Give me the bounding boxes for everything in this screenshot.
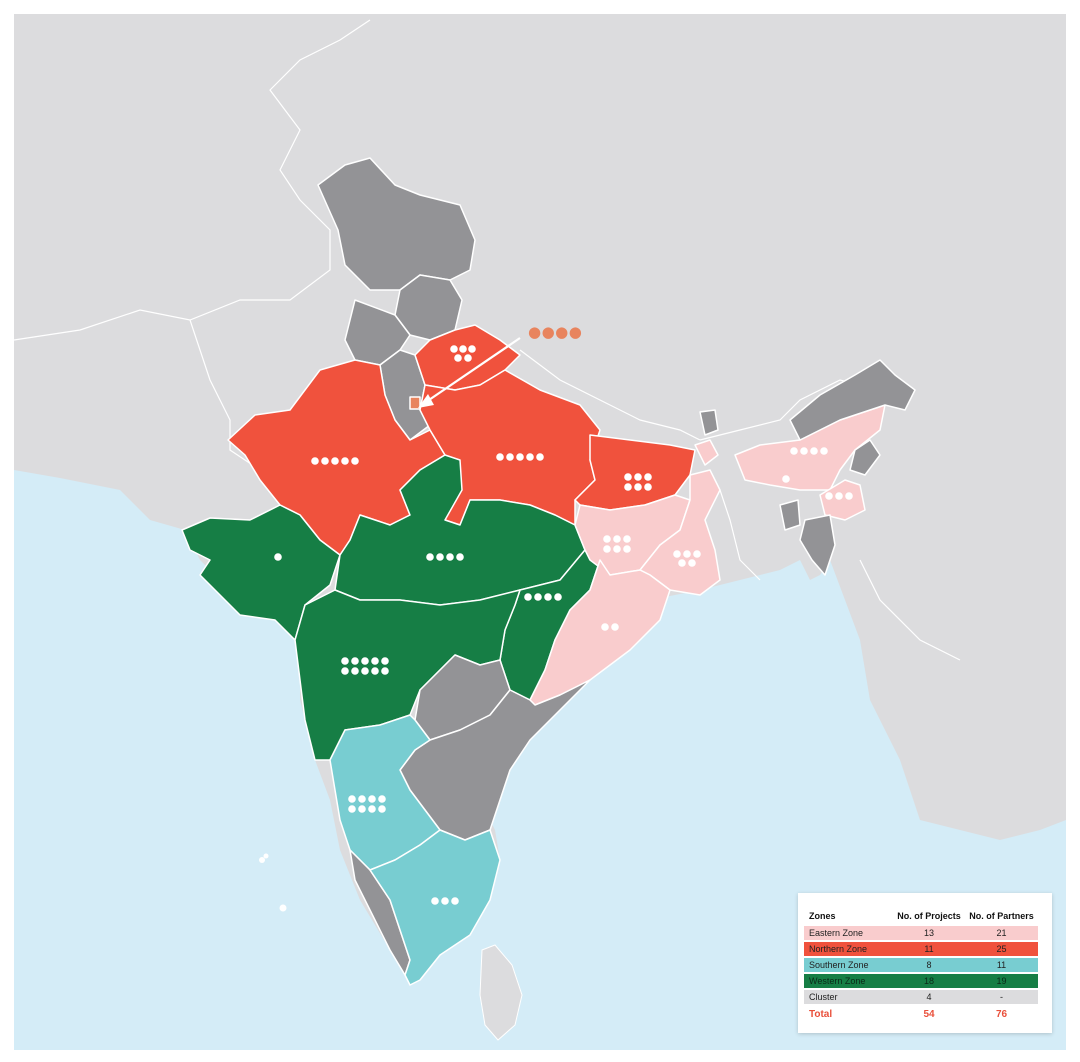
markers-west-bengal: [673, 550, 701, 567]
markers-madhya-pradesh: [426, 553, 464, 561]
legend-total-row: Total 54 76: [804, 1007, 1038, 1021]
markers-manipur: [825, 492, 853, 500]
legend-projects-value: 13: [923, 928, 934, 938]
markers-uttarakhand: [450, 345, 476, 362]
lakshadweep-island: [259, 857, 265, 863]
legend-zone-name: Northern Zone: [809, 944, 868, 954]
legend-partners-value: 21: [996, 928, 1007, 938]
legend-total-label: Total: [809, 1008, 833, 1020]
legend-partners-value: 11: [996, 960, 1007, 970]
lakshadweep-island: [279, 904, 287, 912]
lakshadweep-island: [263, 853, 269, 859]
state-nagaland[interactable]: [849, 439, 881, 476]
legend-zone-name: Southern Zone: [809, 960, 869, 970]
legend-row-southern: Southern Zone 8 11: [804, 958, 1038, 972]
legend-row-northern: Northern Zone 11 25: [804, 942, 1038, 956]
state-tamil-nadu[interactable]: [369, 829, 501, 986]
legend-projects-value: 18: [923, 976, 934, 986]
callout-dots: ●●●●: [528, 323, 582, 341]
legend-row-western: Western Zone 18 19: [804, 974, 1038, 988]
markers-maharashtra: [341, 657, 389, 675]
legend-zone-name: Eastern Zone: [809, 928, 864, 938]
sri-lanka: [479, 944, 523, 1041]
legend-projects-value: 4: [926, 992, 932, 1002]
states-layer: [181, 157, 916, 986]
callout-arrowhead-icon: [418, 394, 434, 408]
markers-uttar-pradesh: [496, 453, 544, 461]
state-delhi[interactable]: [409, 396, 421, 410]
markers-tamil-nadu: [431, 897, 459, 905]
legend-header-row: Zones No. of Projects No. of Partners: [804, 909, 1038, 923]
markers-assam: [782, 447, 828, 483]
legend-total-partners: 76: [995, 1008, 1008, 1020]
markers-bihar: [624, 473, 652, 491]
legend-projects-value: 11: [924, 944, 934, 954]
state-tripura[interactable]: [779, 499, 801, 531]
project-markers: [274, 345, 853, 905]
legend-header-zones: Zones: [809, 911, 836, 921]
state-sikkim[interactable]: [694, 439, 719, 466]
state-karnataka[interactable]: [329, 714, 441, 871]
callout-arrow-line: [425, 337, 521, 403]
legend-partners-value: 19: [996, 976, 1007, 986]
markers-gujarat: [274, 553, 282, 561]
markers-rajasthan: [311, 457, 359, 465]
legend-partners-value: -: [1000, 992, 1003, 1002]
legend-zone-name: Cluster: [809, 992, 838, 1002]
state-manipur[interactable]: [819, 479, 866, 521]
state-meghalaya[interactable]: [699, 409, 719, 436]
markers-chhattisgarh: [524, 593, 562, 601]
legend-total-projects: 54: [923, 1008, 935, 1020]
delhi-callout: ●●●●: [418, 323, 582, 408]
state-mizoram[interactable]: [799, 514, 836, 576]
markers-karnataka: [348, 795, 386, 813]
legend-header-projects: No. of Projects: [897, 911, 961, 921]
legend-zone-name: Western Zone: [809, 976, 866, 986]
legend-partners-value: 25: [996, 944, 1007, 954]
state-arunachal-pradesh[interactable]: [789, 359, 916, 441]
markers-jharkhand: [603, 535, 631, 553]
state-jammu-kashmir[interactable]: [317, 157, 476, 291]
markers-odisha: [601, 623, 619, 631]
legend-header-partners: No. of Partners: [969, 911, 1034, 921]
legend-row-cluster: Cluster 4 -: [804, 990, 1038, 1004]
state-west-bengal[interactable]: [639, 469, 721, 596]
legend-row-eastern: Eastern Zone 13 21: [804, 926, 1038, 940]
legend-projects-value: 8: [926, 960, 932, 970]
zone-legend-table: Zones No. of Projects No. of Partners Ea…: [798, 893, 1052, 1033]
